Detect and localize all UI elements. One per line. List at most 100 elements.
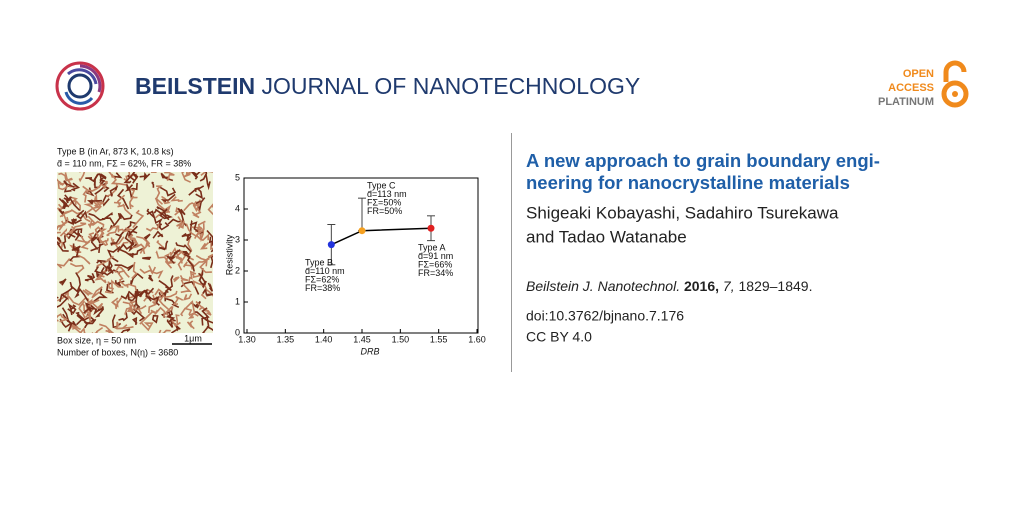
y-tick-label: 1 [235, 296, 240, 306]
grain-boundary [199, 258, 212, 274]
grain-boundary [99, 323, 114, 333]
grain-boundary [95, 306, 104, 318]
lock-icon [941, 60, 969, 108]
grain-boundary [165, 310, 176, 323]
grain-boundary [202, 287, 213, 297]
grain-boundary [199, 229, 205, 243]
grain-boundary [105, 329, 115, 333]
grain-boundary [58, 172, 73, 182]
grain-boundary [159, 289, 178, 299]
box-count: Number of boxes, N(η) = 3680 [57, 347, 178, 357]
grain-boundary [164, 172, 175, 182]
grain-boundary [99, 179, 108, 190]
line [331, 227, 432, 246]
point [427, 224, 435, 232]
citation-year: 2016, [684, 278, 719, 294]
grain-boundary [206, 229, 213, 247]
grain-boundary [188, 187, 200, 196]
citation-pages: 1829–1849. [739, 278, 813, 294]
authors: Shigeaki Kobayashi, Sadahiro Tsurekawa [526, 203, 839, 222]
grain-boundary [148, 265, 164, 279]
annotation: FΣ=66% [418, 259, 452, 269]
grain-boundary [201, 315, 210, 333]
grain-boundary [130, 272, 144, 286]
grain-boundary [191, 172, 201, 180]
grain-boundary [161, 195, 171, 205]
point [358, 227, 366, 235]
error-bar [358, 197, 366, 232]
grain-boundary [207, 282, 213, 292]
annotation: d̄=91 nm [418, 251, 453, 261]
grain-boundary [96, 255, 114, 267]
badge-open: OPEN [903, 68, 934, 80]
grain-boundary [118, 278, 129, 288]
grain-boundary [124, 232, 138, 253]
grain-boundary [210, 242, 213, 250]
grain-boundary [132, 243, 146, 254]
grain-boundary [153, 217, 164, 228]
grain-boundary [57, 181, 70, 191]
grain-boundary [87, 300, 95, 319]
grain-boundary [129, 195, 135, 210]
grain-boundary [73, 198, 81, 211]
grain-boundary [146, 295, 160, 306]
grain-boundary [194, 311, 213, 324]
grain-boundary [77, 239, 91, 250]
grain-boundary [136, 235, 150, 247]
grain-boundary [59, 281, 73, 302]
grain-boundary [61, 210, 72, 218]
grain-boundary [96, 259, 106, 264]
grain-boundary [184, 300, 196, 317]
grain-boundary [120, 328, 131, 333]
grain-boundary [126, 303, 135, 313]
grain-boundary [117, 203, 132, 216]
grain-boundary [150, 172, 157, 174]
grain-boundary [151, 181, 155, 188]
grain-boundary [210, 254, 213, 269]
grain-boundary [165, 255, 175, 265]
grain-boundary [69, 262, 85, 275]
grain-boundary [186, 320, 195, 330]
grain-boundary [113, 194, 126, 207]
grain-boundary [94, 226, 105, 240]
grain-boundary [195, 197, 206, 212]
logo [55, 61, 105, 111]
grain-boundary [114, 264, 135, 272]
grain-boundary [71, 218, 78, 226]
grain-boundary [59, 278, 67, 286]
grain-boundary [94, 266, 106, 275]
grain-boundary [63, 194, 71, 204]
annotation: Type A [418, 242, 446, 252]
grain-boundary [127, 233, 138, 245]
annotation: d̄=110 nm [305, 266, 345, 276]
grain-boundary [175, 242, 192, 253]
grain-boundary [72, 243, 81, 251]
grain-boundary [131, 261, 138, 279]
scale-label: 1μm [184, 333, 202, 343]
grain-boundary [183, 261, 194, 270]
x-tick-label: 1.55 [430, 334, 448, 344]
grain-boundary [155, 250, 170, 265]
grain-boundary [57, 220, 66, 234]
x-axis-label: DRB [360, 346, 379, 356]
micrograph-texture [57, 172, 213, 333]
grain-boundary [82, 303, 92, 318]
grain-boundary [87, 199, 103, 205]
annotation: FR=38% [305, 283, 340, 293]
grain-boundary [191, 207, 202, 219]
grain-boundary [170, 196, 183, 202]
grain-boundary [179, 250, 190, 256]
journal-bold: BEILSTEIN [135, 73, 255, 99]
x-tick-label: 1.45 [353, 334, 371, 344]
grain-boundary [129, 188, 138, 199]
grain-boundary [57, 296, 59, 299]
grain-boundary [141, 322, 154, 332]
badge-platinum: PLATINUM [878, 96, 934, 108]
grain-boundary [59, 227, 69, 239]
grain-boundary [120, 290, 133, 302]
grain-boundary [158, 279, 172, 292]
grain-boundary [179, 218, 185, 229]
grain-boundary [169, 247, 184, 258]
